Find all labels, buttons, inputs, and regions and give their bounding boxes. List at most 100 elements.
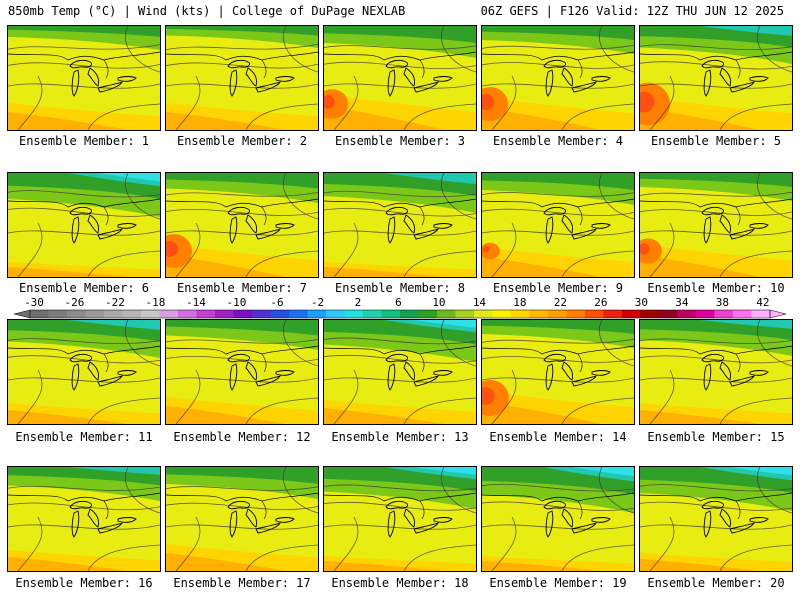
ensemble-member-label: Ensemble Member: 4 <box>492 134 624 148</box>
colorbar-swatch <box>344 310 364 318</box>
colorbar-swatch <box>640 310 660 318</box>
map-panel <box>639 25 793 131</box>
colorbar-swatch <box>122 310 142 318</box>
colorbar-swatch <box>511 310 530 318</box>
temperature-map <box>640 26 792 130</box>
colorbar-swatch <box>104 310 123 318</box>
ensemble-member-label: Ensemble Member: 19 <box>489 576 627 590</box>
colorbar-tick-label: 10 <box>432 296 446 309</box>
colorbar-swatch <box>696 310 715 318</box>
colorbar-swatch <box>141 310 160 318</box>
ensemble-member-label: Ensemble Member: 2 <box>176 134 308 148</box>
colorbar-tick-label: -18 <box>145 296 166 309</box>
colorbar-swatch <box>400 310 419 318</box>
colorbar-swatch <box>714 310 734 318</box>
temperature-map <box>166 173 318 277</box>
map-panel <box>481 466 635 572</box>
colorbar-tick-label: 22 <box>553 296 568 309</box>
colorbar-swatch <box>196 310 216 318</box>
colorbar-swatch <box>30 310 49 318</box>
temperature-map <box>482 467 634 571</box>
colorbar-tick-label: -22 <box>105 296 125 309</box>
colorbar-swatch <box>529 310 549 318</box>
map-panel <box>165 172 319 278</box>
colorbar-swatch <box>659 310 678 318</box>
temperature-map <box>166 467 318 571</box>
temperature-map <box>482 173 634 277</box>
temperature-map <box>324 173 476 277</box>
title-right: 06Z GEFS | F126 Valid: 12Z THU JUN 12 20… <box>480 4 784 18</box>
colorbar-swatch <box>437 310 456 318</box>
map-panel <box>639 172 793 278</box>
colorbar-tick-label: -6 <box>270 296 284 309</box>
colorbar-swatch <box>270 310 290 318</box>
colorbar-tick-label: 6 <box>395 296 402 309</box>
map-panel <box>481 25 635 131</box>
colorbar-swatch <box>215 310 234 318</box>
map-panel <box>165 319 319 425</box>
colorbar-swatch <box>381 310 401 318</box>
ensemble-member-label: Ensemble Member: 3 <box>334 134 466 148</box>
ensemble-member-label: Ensemble Member: 1 <box>18 134 150 148</box>
ensemble-member-label: Ensemble Member: 16 <box>15 576 153 590</box>
ensemble-member-label: Ensemble Member: 5 <box>650 134 782 148</box>
colorbar-swatch <box>159 310 179 318</box>
colorbar-tick-label: 42 <box>756 296 770 309</box>
ensemble-member-label: Ensemble Member: 11 <box>15 430 153 444</box>
temperature-map <box>640 173 792 277</box>
colorbar-swatch <box>455 310 475 318</box>
colorbar-swatch <box>233 310 253 318</box>
colorbar-swatch <box>363 310 382 318</box>
colorbar-swatch <box>751 310 771 318</box>
map-panel <box>323 319 477 425</box>
ensemble-member-label: Ensemble Member: 18 <box>331 576 469 590</box>
map-panel <box>323 466 477 572</box>
colorbar-min-arrow <box>13 309 31 319</box>
colorbar-swatch <box>178 310 197 318</box>
colorbar-swatch <box>48 310 68 318</box>
ensemble-member-label: Ensemble Member: 6 <box>18 281 150 295</box>
ensemble-member-label: Ensemble Member: 10 <box>647 281 785 295</box>
map-panel <box>7 466 161 572</box>
map-panel <box>639 466 793 572</box>
colorbar-tick-label: -30 <box>24 296 44 309</box>
colorbar-tick-label: 2 <box>354 296 362 309</box>
ensemble-member-label: Ensemble Member: 13 <box>331 430 469 444</box>
colorbar-swatch <box>622 310 641 318</box>
temperature-map <box>166 26 318 130</box>
temperature-map <box>166 320 318 424</box>
temperature-map <box>640 467 792 571</box>
colorbar-swatch <box>85 310 105 318</box>
colorbar-swatch <box>677 310 697 318</box>
ensemble-member-label: Ensemble Member: 12 <box>173 430 311 444</box>
map-panel <box>165 466 319 572</box>
colorbar-swatch <box>307 310 327 318</box>
map-panel <box>323 172 477 278</box>
map-panel <box>481 319 635 425</box>
colorbar-tick-label: -14 <box>186 296 206 309</box>
colorbar-swatch <box>289 310 308 318</box>
temperature-map <box>8 467 160 571</box>
temperature-map <box>8 26 160 130</box>
ensemble-member-label: Ensemble Member: 20 <box>647 576 785 590</box>
ensemble-member-label: Ensemble Member: 9 <box>492 281 624 295</box>
colorbar-tick-label: -26 <box>64 296 85 309</box>
colorbar-swatch <box>603 310 623 318</box>
temperature-map <box>8 320 160 424</box>
map-panel <box>7 319 161 425</box>
colorbar-swatch <box>585 310 604 318</box>
colorbar-swatch <box>566 310 586 318</box>
colorbar-tick-label: 14 <box>472 296 487 309</box>
colorbar-swatch <box>326 310 345 318</box>
colorbar-tick-label: 26 <box>594 296 608 309</box>
colorbar-swatch <box>733 310 752 318</box>
map-panel <box>639 319 793 425</box>
title-left: 850mb Temp (°C) | Wind (kts) | College o… <box>8 4 406 18</box>
ensemble-member-label: Ensemble Member: 17 <box>173 576 311 590</box>
map-panel <box>165 25 319 131</box>
map-panel <box>7 172 161 278</box>
colorbar-swatch <box>418 310 438 318</box>
colorbar-swatch <box>252 310 271 318</box>
map-panel <box>323 25 477 131</box>
colorbar-tick-label: 34 <box>675 296 689 309</box>
